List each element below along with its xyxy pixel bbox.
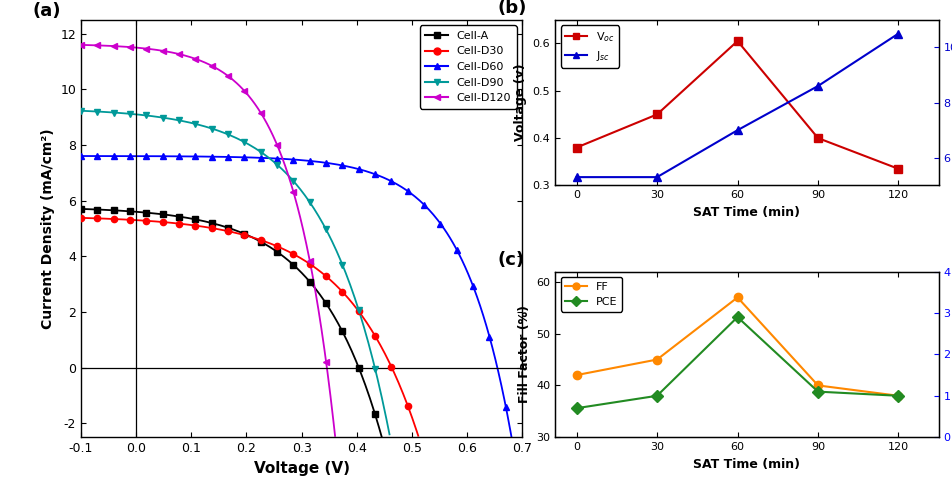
X-axis label: SAT Time (min): SAT Time (min) xyxy=(693,457,800,471)
Text: (a): (a) xyxy=(32,1,61,20)
Y-axis label: Fill Factor (%): Fill Factor (%) xyxy=(517,305,530,404)
Y-axis label: Voltage (v): Voltage (v) xyxy=(513,64,526,141)
Text: (b): (b) xyxy=(497,0,526,17)
Legend: Cell-A, Cell-D30, Cell-D60, Cell-D90, Cell-D120: Cell-A, Cell-D30, Cell-D60, Cell-D90, Ce… xyxy=(420,25,516,109)
Legend: FF, PCE: FF, PCE xyxy=(560,277,622,312)
Legend: V$_{oc}$, J$_{sc}$: V$_{oc}$, J$_{sc}$ xyxy=(560,25,619,68)
Text: (c): (c) xyxy=(497,251,525,269)
X-axis label: SAT Time (min): SAT Time (min) xyxy=(693,206,800,219)
X-axis label: Voltage (V): Voltage (V) xyxy=(253,460,349,476)
Y-axis label: Current Density (mA/cm²): Current Density (mA/cm²) xyxy=(41,128,54,329)
